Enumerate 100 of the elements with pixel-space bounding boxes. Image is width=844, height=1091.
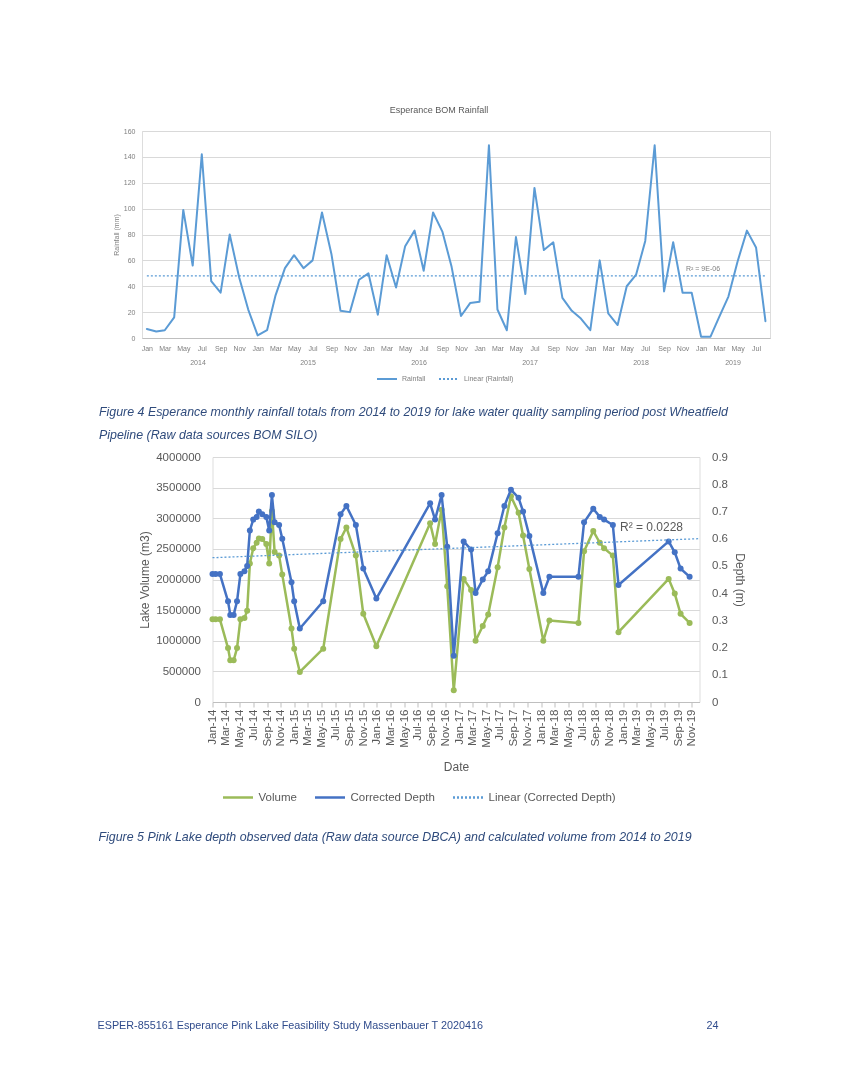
point xyxy=(320,598,327,605)
y-tick-label: 1000000 xyxy=(156,634,201,647)
x-tick-label: Nov-14 xyxy=(274,708,287,747)
point xyxy=(686,619,693,626)
y-tick-label: 500000 xyxy=(162,664,201,677)
x-tick-label: Mar-19 xyxy=(630,709,643,746)
x-tick-label: Mar-14 xyxy=(219,708,232,746)
point xyxy=(507,486,514,493)
point xyxy=(337,511,344,518)
y2-tick-label: 0.1 xyxy=(712,668,728,681)
annotation: R² = 0.0228 xyxy=(619,520,684,534)
point xyxy=(665,575,672,582)
point xyxy=(296,625,303,632)
point xyxy=(575,619,582,626)
y-tick-label: 2500000 xyxy=(156,542,201,555)
x-tick-label: May-17 xyxy=(479,709,492,748)
line-series xyxy=(145,144,767,338)
point xyxy=(581,519,588,526)
y2-tick-label: 0.5 xyxy=(712,559,728,572)
point xyxy=(263,513,270,520)
point xyxy=(479,576,486,583)
y2-tick-label: 0.4 xyxy=(712,586,729,599)
point xyxy=(234,645,241,652)
point xyxy=(460,538,467,545)
point xyxy=(540,590,547,597)
point xyxy=(501,524,508,531)
x-tick-label: Jul-18 xyxy=(575,709,588,741)
point xyxy=(343,503,350,509)
point xyxy=(427,500,434,507)
point xyxy=(352,552,359,559)
y-tick-label: 3000000 xyxy=(156,511,201,524)
point xyxy=(263,540,270,547)
y2-tick-label: 0.6 xyxy=(712,532,728,545)
point xyxy=(540,637,547,644)
caption: Figure 5 Pink Lake depth observed data (Raw data source DBCA) and calculated volume from 2014 to 2019 xyxy=(98,830,692,844)
point xyxy=(671,590,678,597)
y2-tick-label: 0.7 xyxy=(712,504,728,517)
point xyxy=(494,564,501,571)
y-tick-label: 4000000 xyxy=(156,450,201,463)
point xyxy=(276,522,283,529)
point xyxy=(225,598,232,605)
point xyxy=(444,543,451,550)
point xyxy=(520,532,527,539)
point xyxy=(501,503,508,509)
text: ESPER-855161 Esperance Pink Lake Feasibility Study Massenbauer T 2020416 xyxy=(97,1019,484,1031)
x-tick-label: Jan-18 xyxy=(534,709,547,745)
point xyxy=(216,571,223,578)
y-tick-label: 1500000 xyxy=(156,603,201,616)
y2-tick-label: 0.8 xyxy=(712,477,728,490)
y-tick-label: 0 xyxy=(194,695,201,708)
x-tick-label: Sep-19 xyxy=(671,709,684,747)
point xyxy=(244,607,251,614)
point xyxy=(438,492,445,499)
point xyxy=(479,623,486,630)
y2-tick-label: 0.3 xyxy=(712,613,728,626)
x-tick-label: Jul-15 xyxy=(328,709,341,741)
point xyxy=(581,548,588,555)
x-tick-label: May-16 xyxy=(397,709,410,748)
point xyxy=(590,505,597,512)
y2-tick-label: 0.9 xyxy=(712,450,728,463)
point xyxy=(575,573,582,580)
point xyxy=(241,615,248,622)
x-tick-label: May-19 xyxy=(643,709,656,748)
point xyxy=(609,522,616,529)
point xyxy=(360,565,367,572)
x-tick-label: Mar-17 xyxy=(465,709,478,746)
x-tick-label: Mar-18 xyxy=(548,709,561,746)
x-tick-label: Nov-17 xyxy=(521,709,534,747)
point xyxy=(266,527,273,534)
point xyxy=(373,595,380,602)
point xyxy=(432,516,439,523)
point xyxy=(526,532,533,539)
x-tick-label: Jul-17 xyxy=(493,709,506,741)
point xyxy=(494,530,501,537)
point xyxy=(271,519,278,526)
point xyxy=(671,549,678,556)
x-tick-label: Nov-18 xyxy=(603,709,616,747)
point xyxy=(615,629,622,636)
point xyxy=(373,643,380,650)
x-tick-label: Sep-16 xyxy=(425,709,438,747)
point xyxy=(259,536,266,543)
point xyxy=(250,545,257,552)
point xyxy=(320,645,327,652)
point xyxy=(601,516,608,523)
x-tick-label: Mar-16 xyxy=(383,709,396,746)
y-tick-label: 3500000 xyxy=(156,481,201,494)
chart-title: Esperance BOM Rainfall xyxy=(389,105,489,115)
x-tick-label: May-15 xyxy=(315,709,328,748)
x-tick-label: Sep-17 xyxy=(507,709,520,747)
x-tick-label: Sep-18 xyxy=(589,709,602,747)
point xyxy=(450,652,457,659)
point xyxy=(485,611,492,618)
point xyxy=(432,540,439,547)
caption: Figure 4 Esperance monthly rainfall totals from 2014 to 2019 for lake water quality sampling period post Wheatfield Pipeline (Raw data sources BOM SILO) xyxy=(99,405,729,442)
x-tick-label: Nov-19 xyxy=(685,709,698,747)
x-tick-label: Jul-19 xyxy=(657,709,670,741)
y2-tick-label: 0.2 xyxy=(712,641,728,654)
point xyxy=(279,571,286,578)
x-tick-label: Nov-15 xyxy=(356,709,369,747)
x-tick-label: Jul-16 xyxy=(411,709,424,741)
